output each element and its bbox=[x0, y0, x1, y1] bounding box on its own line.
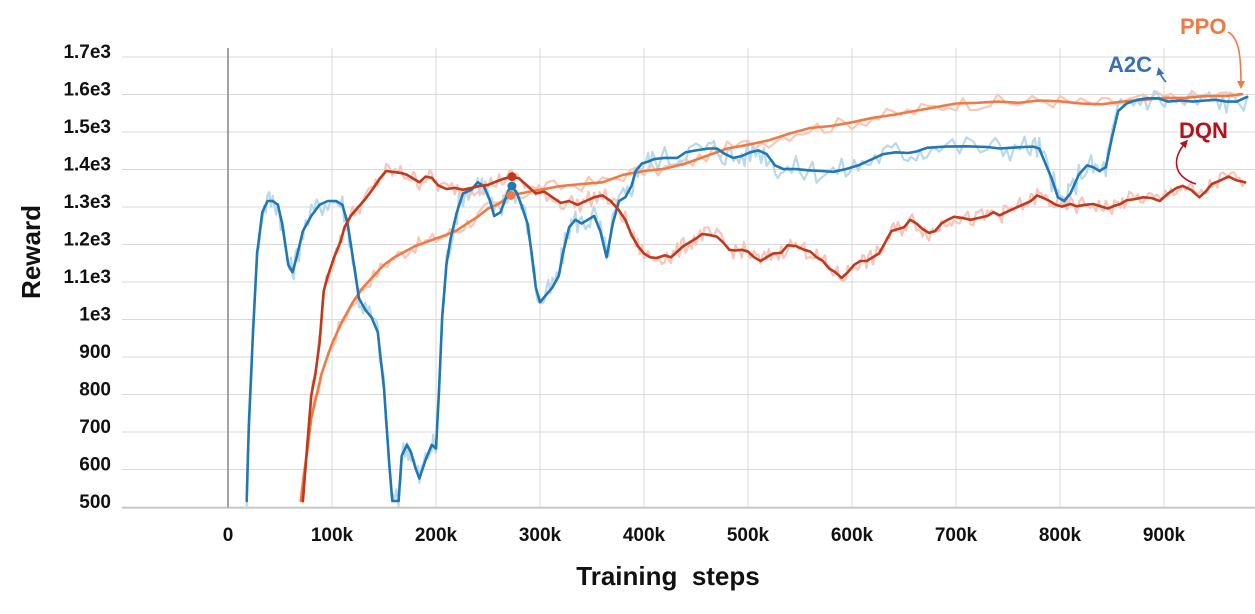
y-tick-label: 1.2e3 bbox=[63, 230, 111, 251]
y-tick-label: 500 bbox=[79, 492, 111, 513]
series-markers bbox=[506, 172, 517, 200]
x-axis-title: Training steps bbox=[576, 561, 760, 591]
series-label-ppo: PPO bbox=[1180, 14, 1226, 39]
y-tick-label: 1e3 bbox=[79, 305, 111, 326]
series-line-dqn bbox=[301, 169, 1247, 503]
x-tick-label: 500k bbox=[727, 525, 770, 546]
y-tick-label: 1.6e3 bbox=[63, 80, 111, 101]
series-label-a2c: A2C bbox=[1108, 52, 1152, 77]
series-labels: PPO A2C DQN bbox=[1108, 14, 1245, 185]
x-tick-label: 700k bbox=[935, 525, 978, 546]
x-tick-label: 900k bbox=[1143, 525, 1186, 546]
y-tick-label: 900 bbox=[79, 342, 111, 363]
y-tick-label: 1.3e3 bbox=[63, 192, 111, 213]
y-tick-label: 1.5e3 bbox=[63, 117, 111, 138]
x-tick-label: 600k bbox=[831, 525, 874, 546]
grid-lines bbox=[122, 48, 1255, 509]
y-tick-label: 600 bbox=[79, 455, 111, 476]
series-line-ppo bbox=[299, 92, 1244, 503]
y-tick-label: 700 bbox=[79, 417, 111, 438]
y-axis-tick-labels: 500 600 700 800 900 1e3 1.1e3 1.2e3 1.3e3 1.4e3 1.… bbox=[63, 42, 111, 513]
y-tick-label: 1.7e3 bbox=[63, 42, 111, 63]
y-tick-label: 1.1e3 bbox=[63, 267, 111, 288]
ppo-label-arrow bbox=[1227, 31, 1245, 89]
x-tick-label: 800k bbox=[1039, 525, 1082, 546]
x-tick-label: 100k bbox=[311, 525, 354, 546]
a2c-label-arrow bbox=[1156, 67, 1167, 83]
series-line-a2c bbox=[245, 95, 1249, 503]
y-tick-label: 800 bbox=[79, 380, 111, 401]
x-tick-label: 300k bbox=[519, 525, 562, 546]
x-tick-label: 0 bbox=[223, 525, 234, 546]
dqn-label-arrow bbox=[1175, 139, 1197, 185]
series-marker-dqn bbox=[507, 172, 517, 182]
smoothed-series-group bbox=[245, 92, 1249, 503]
x-tick-label: 400k bbox=[623, 525, 666, 546]
series-marker-a2c bbox=[507, 181, 517, 191]
x-axis-tick-labels: 0 100k 200k 300k 400k 500k 600k 700k 800k 900k bbox=[223, 525, 1186, 546]
series-label-dqn: DQN bbox=[1179, 118, 1228, 143]
series-raw-dqn bbox=[301, 162, 1246, 504]
y-tick-label: 1.4e3 bbox=[63, 155, 111, 176]
y-axis-title: Reward bbox=[16, 205, 46, 299]
series-raw-ppo bbox=[299, 89, 1243, 496]
series-marker-ppo bbox=[506, 190, 516, 200]
x-tick-label: 200k bbox=[415, 525, 458, 546]
